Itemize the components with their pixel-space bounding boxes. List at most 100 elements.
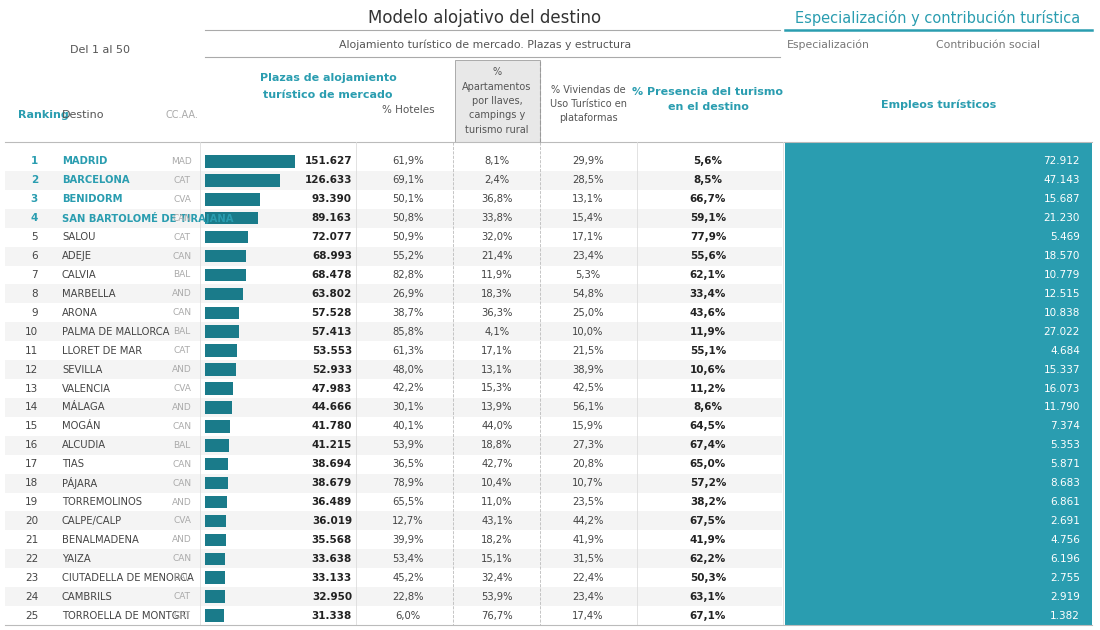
Bar [205,609,223,622]
Text: BAL: BAL [174,270,190,280]
Text: 33.638: 33.638 [311,554,352,564]
Text: TORROELLA DE MONTGRI: TORROELLA DE MONTGRI [62,610,189,621]
Text: BARCELONA: BARCELONA [62,175,130,185]
Text: 8: 8 [32,289,39,299]
Text: 55,2%: 55,2% [393,251,424,261]
Text: 4: 4 [31,213,38,223]
Bar [205,439,230,452]
Text: CAN: CAN [173,554,191,563]
Bar [785,417,1092,436]
Text: 25,0%: 25,0% [572,308,604,318]
Text: 50,3%: 50,3% [690,573,726,583]
Text: 57.413: 57.413 [311,327,352,337]
Text: 12.515: 12.515 [1044,289,1080,299]
Bar [785,190,1092,209]
Text: 68.478: 68.478 [311,270,352,280]
Text: 36,8%: 36,8% [482,194,513,204]
Bar [6,284,782,304]
Bar [205,364,236,376]
Text: 32,0%: 32,0% [482,232,513,242]
Text: 15.337: 15.337 [1044,365,1080,375]
Text: 5.871: 5.871 [1050,459,1080,469]
Bar [6,265,782,284]
Bar [205,553,225,565]
Text: 41.215: 41.215 [311,440,352,450]
Text: 2.919: 2.919 [1050,592,1080,602]
Text: 13,1%: 13,1% [572,194,604,204]
Text: Destino: Destino [62,110,104,120]
Bar [6,360,782,379]
Bar [205,212,257,224]
Text: 63,1%: 63,1% [690,592,726,602]
Text: Del 1 al 50: Del 1 al 50 [70,45,130,55]
Text: 43,1%: 43,1% [482,516,513,526]
Bar [6,171,782,190]
Text: 93.390: 93.390 [312,194,352,204]
Text: 57,2%: 57,2% [690,478,726,488]
Text: 10,6%: 10,6% [690,365,726,375]
Text: Plazas de alojamiento: Plazas de alojamiento [260,73,396,83]
Text: BENIDORM: BENIDORM [62,194,122,204]
Text: 8,5%: 8,5% [693,175,723,185]
Bar [785,474,1092,493]
Text: 31.338: 31.338 [311,610,352,621]
Text: 23,4%: 23,4% [572,592,604,602]
Text: 32.950: 32.950 [312,592,352,602]
Bar [6,152,782,171]
Text: 18: 18 [24,478,38,488]
Bar [785,341,1092,360]
Text: 10,7%: 10,7% [572,478,604,488]
Bar [205,571,224,584]
Text: 50,9%: 50,9% [393,232,424,242]
Text: 59,1%: 59,1% [690,213,726,223]
Text: 126.633: 126.633 [305,175,352,185]
Text: 40,1%: 40,1% [393,421,424,432]
Text: 67,5%: 67,5% [690,516,726,526]
Text: 50,8%: 50,8% [393,213,424,223]
Text: 27,3%: 27,3% [572,440,604,450]
Text: 15,9%: 15,9% [572,421,604,432]
Bar [785,171,1092,190]
Text: ALCUDIA: ALCUDIA [62,440,106,450]
Text: CC.AA.: CC.AA. [166,110,198,120]
Bar [6,474,782,493]
Text: 15,3%: 15,3% [482,384,513,394]
Bar [6,304,782,323]
Bar [205,458,228,471]
Bar [6,417,782,436]
Text: ADEJE: ADEJE [62,251,92,261]
Text: MÁLAGA: MÁLAGA [62,403,104,413]
Text: CVA: CVA [173,195,191,203]
Text: ARONA: ARONA [62,308,98,318]
Text: 63.802: 63.802 [311,289,352,299]
Bar [205,231,248,243]
Text: Alojamiento turístico de mercado. Plazas y estructura: Alojamiento turístico de mercado. Plazas… [339,40,631,50]
Text: 5.353: 5.353 [1050,440,1080,450]
Bar [205,155,295,168]
Bar [6,341,782,360]
Text: CVA: CVA [173,517,191,525]
Text: 41,9%: 41,9% [690,535,726,545]
Text: PALMA DE MALLORCA: PALMA DE MALLORCA [62,327,169,337]
Bar [6,493,782,512]
Bar [6,568,782,587]
Text: 5,6%: 5,6% [693,156,723,166]
Text: CAT: CAT [174,346,190,355]
Bar [455,60,540,142]
Text: turístico de mercado: turístico de mercado [263,90,393,100]
Text: 11,9%: 11,9% [481,270,513,280]
Bar [6,398,782,417]
Text: 12: 12 [24,365,38,375]
Text: 11,9%: 11,9% [690,327,726,337]
Text: Especialización y contribución turística: Especialización y contribución turística [795,10,1080,26]
Text: por llaves,: por llaves, [472,96,522,106]
Text: 4.756: 4.756 [1050,535,1080,545]
Bar [205,288,243,300]
Text: MADRID: MADRID [62,156,108,166]
Text: 2: 2 [31,175,38,185]
Bar [785,360,1092,379]
Text: 13,1%: 13,1% [482,365,513,375]
Text: 53,9%: 53,9% [482,592,513,602]
Text: 20: 20 [25,516,39,526]
Bar [785,379,1092,398]
